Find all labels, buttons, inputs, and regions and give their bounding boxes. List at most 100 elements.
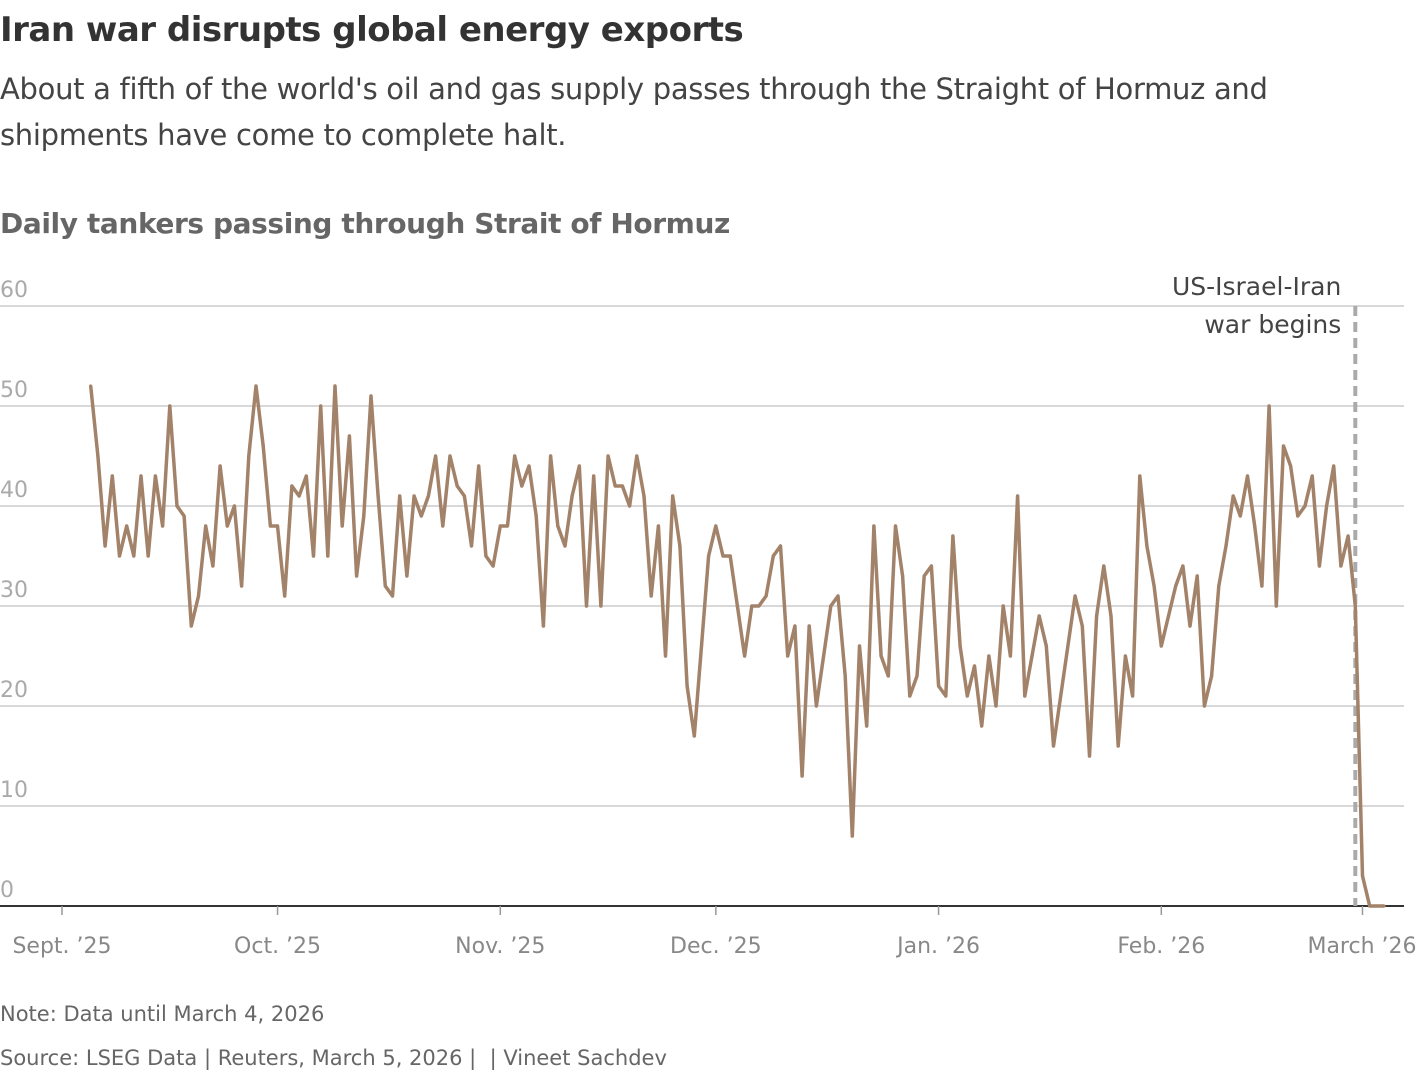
data-point-2025-10-27	[462, 494, 466, 498]
data-point-2026-02-10	[1224, 544, 1228, 548]
data-point-2026-02-17	[1274, 604, 1278, 608]
data-point-2025-10-09	[333, 384, 337, 388]
data-point-2026-01-02	[944, 694, 948, 698]
data-point-2025-09-21	[204, 524, 208, 528]
page-title: Iran war disrupts global energy exports	[0, 10, 744, 50]
data-point-2025-11-17	[613, 484, 617, 488]
data-point-2025-12-20	[850, 834, 854, 838]
data-point-2025-11-15	[599, 604, 603, 608]
data-point-2026-01-09	[994, 704, 998, 708]
data-point-2025-09-05	[89, 384, 93, 388]
data-point-2025-11-18	[620, 484, 625, 488]
data-point-2025-10-03	[290, 484, 294, 488]
data-point-2025-11-01	[498, 524, 502, 528]
data-point-2025-11-11	[570, 494, 574, 498]
data-point-2025-11-23	[656, 524, 661, 528]
x-tick-label: Sept. ’25	[12, 934, 111, 959]
data-point-2026-01-27	[1123, 654, 1127, 658]
data-point-2025-11-28	[692, 734, 696, 738]
data-point-2026-02-22	[1310, 474, 1314, 478]
data-point-2026-01-18	[1059, 694, 1063, 698]
chart-source: Source: LSEG Data | Reuters, March 5, 20…	[0, 1046, 667, 1070]
data-point-2026-02-09	[1217, 584, 1221, 588]
y-tick-label: 40	[0, 478, 28, 503]
data-point-2026-01-14	[1030, 654, 1034, 658]
data-point-2025-12-12	[793, 624, 797, 628]
data-point-2025-11-08	[549, 454, 553, 458]
data-point-2025-09-15	[161, 524, 165, 528]
data-point-2025-11-26	[678, 544, 682, 548]
data-point-2025-10-18	[398, 494, 402, 498]
data-point-2025-10-29	[477, 464, 481, 468]
data-point-2026-01-23	[1095, 614, 1099, 618]
data-point-2025-12-01	[714, 524, 718, 528]
data-point-2026-02-19	[1289, 464, 1293, 468]
data-point-2026-01-31	[1152, 584, 1156, 588]
data-point-2025-10-28	[469, 544, 474, 548]
data-point-2026-02-24	[1325, 504, 1329, 508]
data-point-2025-11-07	[541, 624, 546, 628]
chart-title: Daily tankers passing through Strait of …	[0, 207, 730, 240]
data-point-2025-11-24	[663, 654, 668, 658]
data-point-2025-12-10	[778, 544, 783, 548]
data-point-2025-09-30	[268, 524, 272, 528]
data-point-2025-11-22	[649, 594, 653, 598]
data-point-2025-11-21	[642, 494, 646, 498]
data-point-2025-12-26	[893, 524, 898, 528]
data-point-2026-02-26	[1339, 564, 1343, 568]
y-axis-labels: 0 10 20 30 40 50 60	[0, 278, 28, 903]
data-point-2025-12-04	[735, 604, 740, 608]
data-point-2025-10-19	[405, 574, 409, 578]
data-point-2025-10-11	[347, 434, 351, 438]
data-point-2025-09-14	[153, 474, 157, 478]
data-point-2025-10-10	[340, 524, 344, 528]
data-point-2025-11-29	[699, 644, 704, 648]
y-tick-label: 0	[0, 878, 14, 903]
data-point-2025-10-30	[484, 554, 488, 558]
data-point-2026-02-04	[1181, 564, 1185, 568]
data-point-2025-09-22	[211, 564, 215, 568]
data-point-2026-01-19	[1066, 644, 1070, 648]
data-point-2026-03-02	[1368, 904, 1372, 908]
data-point-2025-10-06	[311, 554, 316, 558]
data-point-2025-12-19	[843, 674, 847, 678]
x-tick-label: Oct. ’25	[234, 934, 321, 959]
data-point-2026-02-13	[1245, 474, 1250, 478]
data-point-2025-10-24	[441, 524, 445, 528]
data-point-2025-12-29	[915, 674, 919, 678]
data-point-2025-09-20	[196, 594, 201, 598]
data-point-2026-02-06	[1195, 574, 1199, 578]
data-point-2026-02-02	[1166, 614, 1171, 618]
annotation-line: war begins	[1204, 310, 1341, 339]
data-point-2025-11-10	[563, 544, 567, 548]
data-point-2025-12-02	[721, 554, 725, 558]
data-point-2026-01-28	[1131, 694, 1135, 698]
data-point-2025-12-16	[822, 654, 826, 658]
data-point-2025-10-14	[369, 394, 373, 398]
data-point-2025-10-04	[297, 494, 301, 498]
war-begins-annotation: US-Israel-Iran war begins	[1172, 272, 1341, 339]
data-point-2026-01-22	[1087, 754, 1092, 758]
data-point-2025-11-16	[606, 454, 610, 458]
data-point-2025-09-19	[189, 624, 193, 628]
data-point-2025-12-06	[750, 604, 754, 608]
data-point-2026-02-21	[1303, 504, 1307, 508]
data-point-2025-09-09	[117, 554, 122, 558]
data-point-2025-12-25	[886, 674, 890, 678]
x-axis: Sept. ’25 Oct. ’25 Nov. ’25 Dec. ’25 Jan. ’2…	[0, 905, 1417, 959]
data-point-2025-09-16	[168, 404, 172, 408]
data-point-2025-10-31	[491, 564, 495, 568]
data-point-2026-02-20	[1296, 514, 1300, 518]
data-point-2025-12-23	[872, 524, 876, 528]
x-tick-label: Dec. ’25	[670, 934, 762, 959]
data-point-2025-12-09	[771, 554, 775, 558]
data-point-2026-01-08	[987, 654, 991, 658]
data-point-2026-02-12	[1238, 514, 1242, 518]
x-tick-label: Feb. ’26	[1117, 934, 1205, 959]
data-point-2025-10-20	[412, 494, 416, 498]
data-point-2026-01-17	[1051, 744, 1056, 748]
data-point-2025-12-18	[836, 594, 840, 598]
data-point-2026-01-21	[1080, 624, 1084, 628]
data-point-2025-10-13	[362, 514, 366, 518]
y-tick-label: 30	[0, 578, 28, 603]
